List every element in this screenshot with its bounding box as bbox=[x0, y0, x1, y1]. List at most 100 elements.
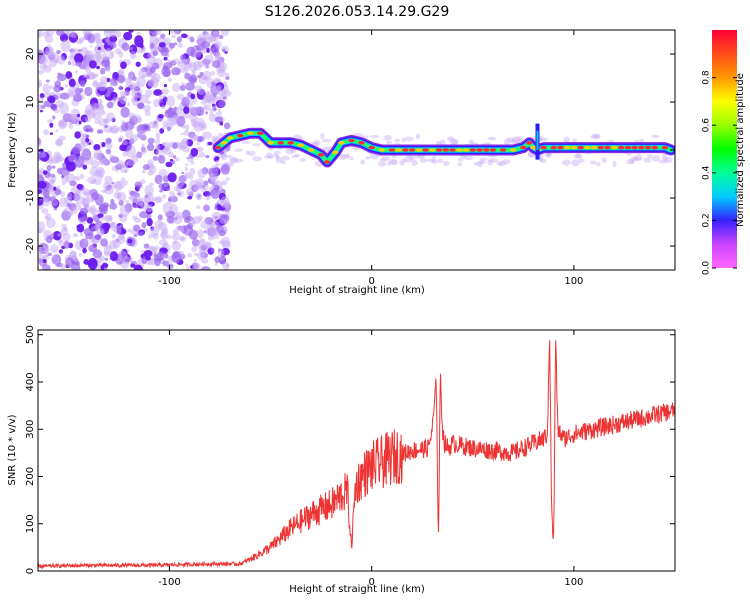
noise-speck bbox=[197, 251, 205, 261]
noise-speck bbox=[205, 197, 209, 201]
ridge-halo-speck bbox=[379, 158, 387, 162]
noise-speck bbox=[98, 129, 104, 134]
noise-speck bbox=[100, 238, 108, 247]
ridge-core-blob bbox=[307, 148, 315, 152]
noise-speck bbox=[167, 172, 177, 183]
ridge-halo-speck bbox=[590, 160, 597, 165]
ridge-halo-speck bbox=[509, 138, 519, 145]
noise-speck bbox=[133, 114, 142, 124]
noise-speck bbox=[71, 32, 77, 39]
noise-speck bbox=[179, 63, 190, 74]
ridge-core-blob bbox=[317, 153, 325, 157]
noise-speck bbox=[101, 141, 106, 148]
ridge-halo-speck bbox=[273, 150, 282, 155]
noise-speck bbox=[100, 207, 106, 212]
ridge-core-blob bbox=[462, 148, 470, 152]
noise-speck bbox=[91, 74, 96, 78]
noise-speck bbox=[145, 203, 153, 213]
noise-speck bbox=[38, 69, 44, 75]
ridge-halo-speck bbox=[578, 158, 585, 163]
noise-speck bbox=[53, 207, 58, 211]
noise-speck bbox=[179, 84, 186, 92]
noise-speck bbox=[86, 75, 90, 80]
snr-panel: -100 0 100 0 100 200 300 400 500 Height of stra… bbox=[7, 325, 676, 595]
ridge-halo-speck bbox=[272, 153, 279, 158]
noise-speck bbox=[205, 111, 209, 115]
noise-speck bbox=[39, 93, 45, 99]
ridge-halo-speck bbox=[503, 138, 511, 146]
noise-speck bbox=[167, 151, 174, 158]
ridge-halo-speck bbox=[643, 157, 652, 163]
noise-speck bbox=[56, 155, 65, 162]
noise-speck bbox=[83, 124, 93, 133]
noise-speck bbox=[67, 192, 73, 200]
noise-speck bbox=[146, 218, 153, 227]
ridge-halo-speck bbox=[386, 140, 393, 145]
ridge-core-blob bbox=[489, 148, 497, 152]
ridge-core-blob bbox=[214, 145, 222, 150]
noise-speck bbox=[144, 184, 154, 196]
noise-speck bbox=[211, 85, 221, 95]
noise-speck bbox=[223, 122, 231, 130]
ridge-core-blob bbox=[476, 148, 483, 152]
noise-speck bbox=[78, 120, 82, 125]
noise-speck bbox=[220, 196, 231, 209]
noise-speck bbox=[169, 193, 177, 202]
noise-speck bbox=[52, 115, 56, 120]
noise-speck bbox=[138, 153, 143, 157]
ridge-core-blob bbox=[631, 145, 638, 150]
noise-speck bbox=[104, 124, 108, 128]
noise-speck bbox=[184, 166, 189, 172]
noise-speck bbox=[158, 42, 166, 48]
noise-speck bbox=[38, 227, 43, 234]
noise-speck bbox=[110, 198, 115, 205]
noise-speck bbox=[100, 67, 106, 75]
ridge-halo-speck bbox=[290, 148, 296, 154]
ridge-halo-speck bbox=[252, 156, 263, 162]
ridge-core-blob bbox=[557, 145, 564, 150]
ridge-core-blob bbox=[563, 145, 571, 150]
noise-speck bbox=[151, 72, 161, 84]
noise-speck bbox=[161, 142, 166, 147]
noise-speck bbox=[145, 71, 152, 78]
noise-speck bbox=[109, 202, 118, 210]
noise-speck bbox=[48, 158, 54, 165]
noise-speck bbox=[81, 218, 86, 222]
noise-speck bbox=[213, 31, 219, 35]
ridge-halo-speck bbox=[234, 158, 244, 163]
noise-speck bbox=[162, 193, 167, 199]
noise-speck bbox=[153, 253, 158, 257]
noise-speck bbox=[171, 233, 181, 241]
noise-speck bbox=[73, 94, 83, 102]
noise-speck bbox=[166, 126, 171, 132]
noise-speck bbox=[62, 113, 73, 123]
ridge-halo-speck bbox=[630, 156, 638, 162]
noise-speck bbox=[152, 247, 158, 254]
noise-speck bbox=[119, 204, 130, 218]
noise-speck bbox=[161, 227, 169, 234]
ridge-halo-speck bbox=[658, 159, 668, 164]
noise-speck bbox=[108, 222, 116, 229]
noise-speck bbox=[188, 62, 198, 72]
noise-speck bbox=[216, 111, 223, 116]
noise-speck bbox=[59, 263, 66, 269]
noise-speck bbox=[175, 157, 180, 162]
noise-speck bbox=[190, 147, 199, 157]
ridge-halo-speck bbox=[339, 153, 347, 161]
spectrogram-xtick-label: -100 bbox=[158, 276, 181, 287]
noise-speck bbox=[162, 120, 169, 127]
noise-speck bbox=[115, 180, 126, 190]
ridge-core-blob bbox=[530, 145, 537, 150]
noise-speck bbox=[128, 140, 133, 145]
spectrogram-ytick-label: 20 bbox=[25, 48, 36, 61]
noise-speck bbox=[43, 129, 50, 136]
noise-speck bbox=[85, 137, 90, 143]
snr-ytick-label: 200 bbox=[25, 467, 36, 486]
noise-speck bbox=[205, 154, 210, 159]
noise-speck bbox=[55, 100, 64, 108]
noise-speck bbox=[125, 144, 136, 158]
ridge-halo-speck bbox=[591, 133, 601, 139]
noise-speck bbox=[214, 51, 222, 60]
ridge-halo-speck bbox=[646, 153, 653, 159]
